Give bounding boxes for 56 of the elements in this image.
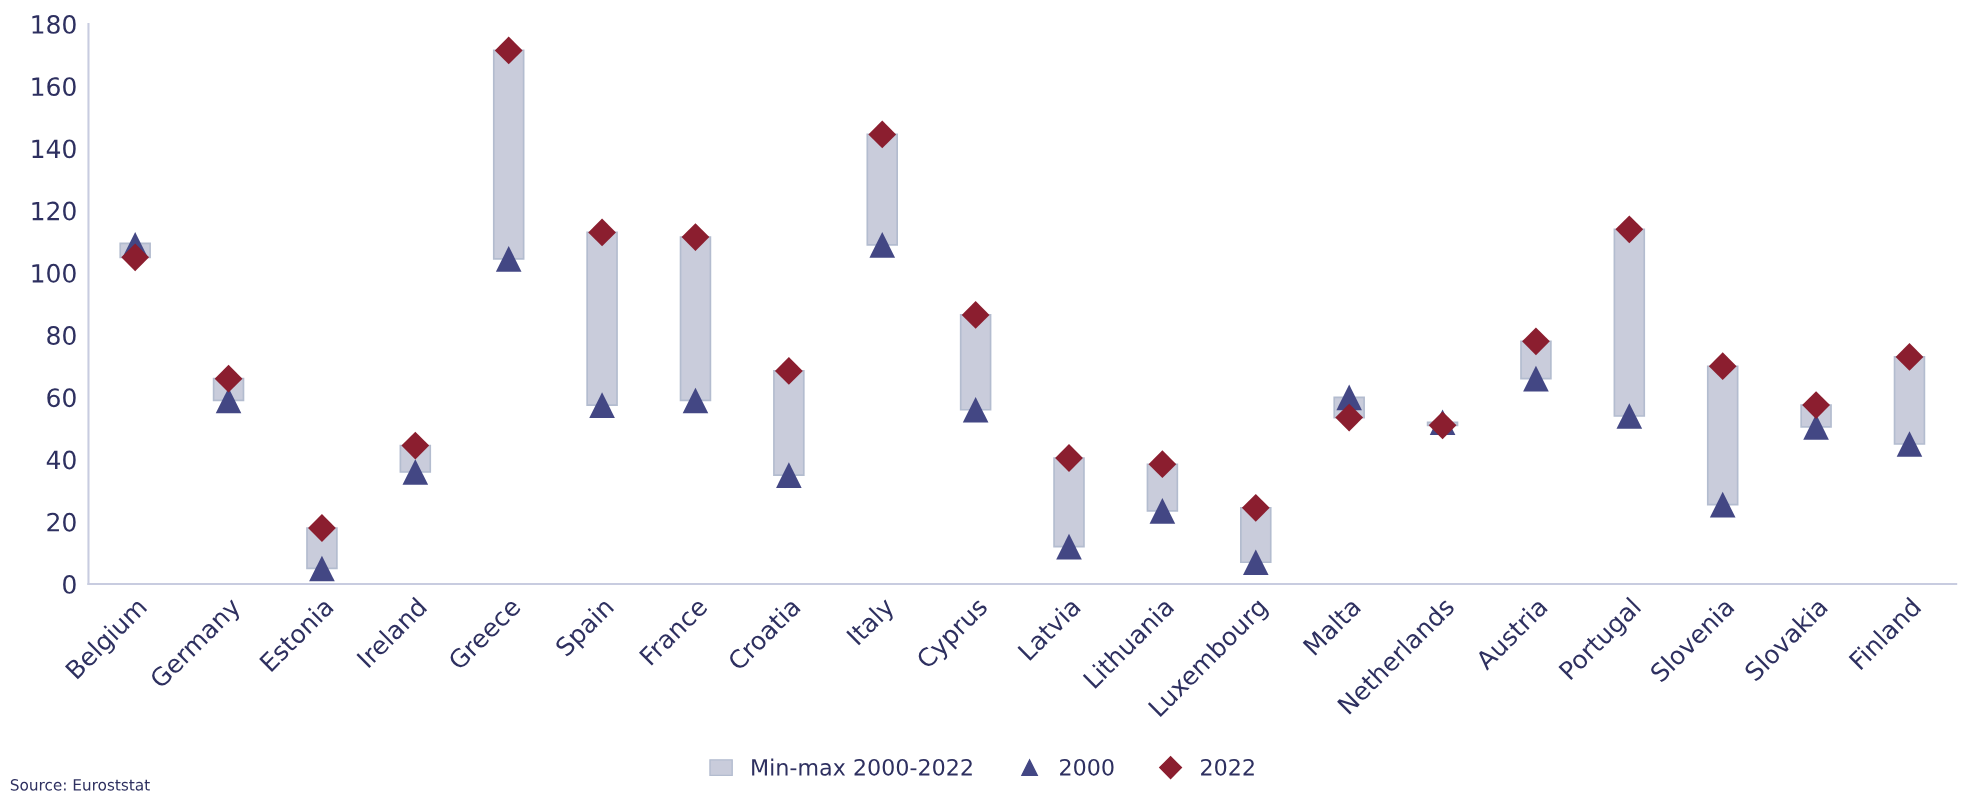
point	[776, 462, 802, 488]
point	[1241, 493, 1270, 522]
y-tick-label: 20	[47, 512, 76, 532]
point	[1242, 549, 1269, 576]
point	[1616, 403, 1643, 429]
point	[1056, 533, 1082, 560]
point	[1896, 431, 1923, 457]
legend-label: 2022	[1201, 758, 1254, 776]
point	[961, 301, 990, 329]
point	[588, 218, 616, 247]
point	[1803, 414, 1829, 440]
point	[1895, 343, 1924, 371]
bar	[773, 370, 805, 476]
y-tick-label: 0	[63, 574, 76, 594]
bar	[1706, 365, 1739, 506]
point	[869, 232, 896, 258]
point	[682, 387, 709, 414]
point	[589, 392, 615, 418]
point	[1522, 327, 1550, 356]
point	[309, 555, 335, 582]
point	[121, 243, 150, 272]
bar	[866, 133, 899, 246]
point	[962, 396, 989, 423]
point	[401, 431, 430, 460]
y-tick-label: 60	[47, 388, 76, 408]
point	[774, 357, 803, 385]
y-tick-label: 80	[47, 326, 76, 345]
y-tick-label: 160	[32, 77, 76, 97]
point	[1615, 215, 1644, 244]
point	[1148, 450, 1177, 479]
point	[1055, 444, 1083, 472]
point	[1523, 365, 1549, 392]
point	[308, 514, 336, 542]
y-tick-label: 120	[32, 201, 76, 221]
y-tick-label: 140	[32, 139, 76, 159]
bar	[1613, 228, 1646, 417]
legend-label: Min-max 2000-2022	[752, 758, 972, 776]
point	[681, 223, 710, 251]
bar	[492, 49, 525, 260]
point	[1335, 403, 1364, 432]
source-note: Source: Euroststat	[10, 779, 150, 791]
point	[868, 120, 897, 149]
point	[1802, 391, 1830, 419]
legend-label: 2000	[1060, 758, 1114, 776]
point	[1708, 352, 1737, 381]
y-tick-label: 180	[32, 14, 76, 34]
point	[1709, 491, 1736, 518]
bar	[1053, 457, 1085, 548]
point	[214, 364, 243, 393]
bar	[679, 236, 712, 402]
y-tick-label: 40	[46, 450, 76, 470]
point	[1149, 498, 1176, 524]
bar	[586, 231, 618, 406]
point	[494, 36, 523, 65]
y-tick-label: 100	[32, 263, 76, 283]
point	[495, 246, 522, 272]
